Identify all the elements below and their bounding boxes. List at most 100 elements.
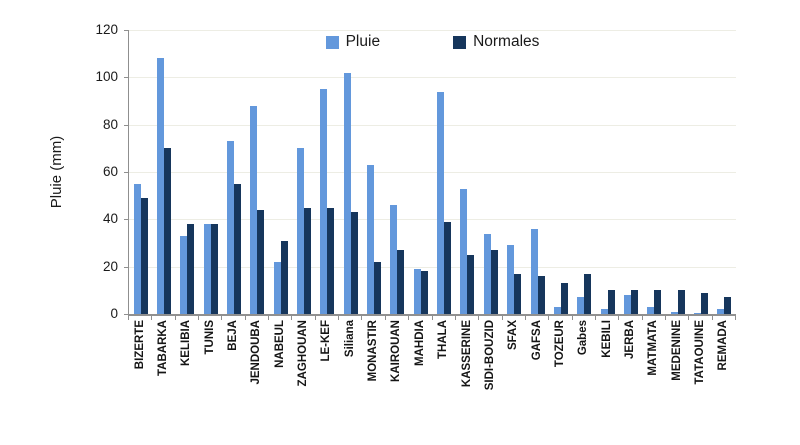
bar-group xyxy=(666,30,689,314)
x-axis-label: GAFSA xyxy=(530,320,543,361)
pluie-bar xyxy=(507,245,515,314)
legend-label: Pluie xyxy=(345,33,381,50)
pluie-bar xyxy=(437,91,445,314)
x-axis-tick-mark xyxy=(431,316,433,320)
bar-group xyxy=(526,30,549,314)
gridline xyxy=(129,30,736,31)
normales-bar xyxy=(280,240,288,314)
x-axis-tick-mark xyxy=(244,316,246,320)
x-axis-label: MATMATA xyxy=(647,320,660,376)
bar-group xyxy=(176,30,199,314)
y-axis-tick-label: 0 xyxy=(110,306,118,321)
x-axis-tick-mark xyxy=(548,316,550,320)
normales-bar xyxy=(630,290,638,314)
normales-bar xyxy=(397,250,405,314)
pluie-bar xyxy=(320,89,328,314)
pluie-bar xyxy=(250,105,258,314)
x-axis-label: SIDI-BOUZID xyxy=(483,320,496,391)
pluie-bar xyxy=(390,205,398,314)
pluie-bar xyxy=(483,233,491,314)
x-axis-label: MAHDIA xyxy=(413,320,426,366)
normales-bar xyxy=(420,271,428,314)
bar-group xyxy=(596,30,619,314)
normales-bar xyxy=(444,221,452,314)
x-axis-label: JENDOUBA xyxy=(250,320,263,385)
legend-label: Normales xyxy=(473,33,540,50)
x-axis-label: TOZEUR xyxy=(553,320,566,368)
normales-bar xyxy=(327,207,335,314)
x-axis-tick-mark xyxy=(641,316,643,320)
pluie-bar xyxy=(133,183,141,314)
gridline xyxy=(129,172,736,173)
gridline xyxy=(129,266,736,268)
normales-bar xyxy=(537,276,545,314)
x-axis-tick-mark xyxy=(454,316,456,320)
bar-group xyxy=(479,30,502,314)
x-axis-tick-mark xyxy=(688,316,690,320)
y-axis-tick-label: 60 xyxy=(102,164,118,179)
legend-item-pluie: Pluie xyxy=(325,33,381,51)
y-axis-tick-mark xyxy=(124,30,128,31)
gridline xyxy=(129,219,736,221)
x-axis-tick-mark xyxy=(174,316,176,320)
normales-bar xyxy=(700,292,708,314)
y-axis-tick-label: 120 xyxy=(95,22,118,37)
gridline xyxy=(129,77,736,79)
bar-group xyxy=(316,30,339,314)
x-axis-tick-mark xyxy=(524,316,526,320)
y-axis-title: Pluie (mm) xyxy=(48,135,65,209)
pluie-bar xyxy=(367,164,375,314)
x-axis-label: TABARKA xyxy=(157,320,170,377)
normales-bar xyxy=(374,261,382,314)
normales-bar xyxy=(560,283,568,314)
x-axis-tick-mark xyxy=(501,316,503,320)
normales-bar xyxy=(164,148,172,314)
x-axis-label: BEJA xyxy=(227,320,240,351)
normales-bar xyxy=(584,273,592,314)
plot-area: Pluie Normales xyxy=(128,30,736,316)
normales-bar xyxy=(234,183,242,314)
x-axis-tick-mark xyxy=(735,316,736,320)
x-axis-tick-mark xyxy=(478,316,480,320)
x-axis-tick-mark xyxy=(618,316,620,320)
x-axis-label: THALA xyxy=(437,320,450,359)
bar-group xyxy=(432,30,455,314)
x-axis-tick-mark xyxy=(361,316,363,320)
bar-group xyxy=(713,30,736,314)
pluie-bar xyxy=(717,309,725,314)
x-axis-tick-mark xyxy=(151,316,153,320)
x-axis-label: MEDENINE xyxy=(670,320,683,381)
bar-group xyxy=(269,30,292,314)
normales-bar xyxy=(607,290,615,314)
x-axis-label: Siliana xyxy=(343,320,356,358)
normales-bar xyxy=(724,297,732,314)
bar-group xyxy=(386,30,409,314)
normales-bar xyxy=(140,198,148,314)
bar-group xyxy=(246,30,269,314)
legend-item-normales: Normales xyxy=(453,33,539,51)
x-axis-label: ZAGHOUAN xyxy=(297,320,310,387)
pluie-bar xyxy=(157,58,165,314)
bar-group xyxy=(292,30,315,314)
y-axis-tick-mark xyxy=(124,172,128,173)
x-axis-tick-mark xyxy=(291,316,293,320)
y-axis-tick-mark xyxy=(124,219,128,221)
x-axis-label: SFAX xyxy=(507,320,520,351)
x-axis-label: LE-KEF xyxy=(320,320,333,362)
pluie-bar xyxy=(693,312,701,314)
y-axis-tick-label: 80 xyxy=(102,116,118,132)
pluie-bar xyxy=(343,72,351,314)
bar-group xyxy=(643,30,666,314)
bar-group xyxy=(573,30,596,314)
normales-bar xyxy=(210,224,218,314)
pluie-bar xyxy=(413,269,421,314)
y-axis-tick-mark xyxy=(124,77,128,79)
x-axis-label: REMADA xyxy=(717,320,730,371)
normales-bar xyxy=(514,273,522,314)
normales-bar xyxy=(304,207,312,314)
y-axis-tick-label: 100 xyxy=(95,69,118,85)
bar-group xyxy=(339,30,362,314)
y-axis-tick-mark xyxy=(124,266,128,268)
bar-group xyxy=(362,30,385,314)
